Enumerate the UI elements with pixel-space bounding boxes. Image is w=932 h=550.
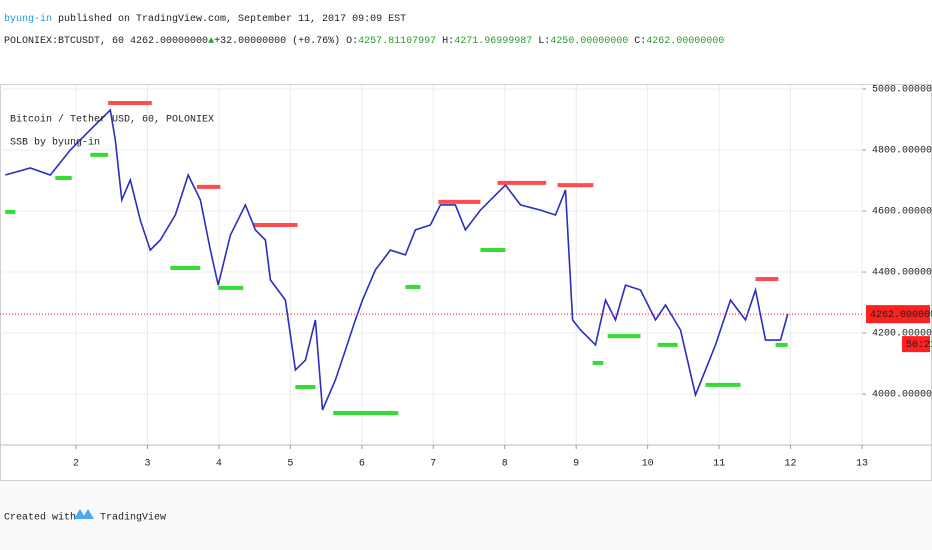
x-tick-label: 12	[785, 459, 797, 470]
y-tick-label: 4800.00000000	[872, 146, 932, 157]
tv-logo	[74, 509, 94, 519]
x-tick-label: 10	[642, 459, 654, 470]
plot: 4000.00000000 4200.00000000 4400.00000000 4…	[0, 85, 932, 470]
y-tick-label: 5000.00000000	[872, 85, 932, 96]
x-tick-label: 13	[856, 459, 868, 470]
footer-created: Created with	[4, 512, 76, 524]
y-tick-label: 4600.00000000	[872, 207, 932, 218]
symbol-line: POLONIEX:BTCUSDT, 60 4262.00000000▲+32.0…	[4, 35, 724, 47]
high-label: H:	[442, 36, 454, 47]
publish-line: byung-in published on TradingView.com, S…	[4, 13, 406, 25]
low: 4250.00000000	[550, 36, 628, 47]
author: byung-in	[4, 13, 52, 25]
x-tick-label: 3	[144, 459, 150, 470]
open: 4257.81107997	[358, 36, 436, 47]
published: published on TradingView.com, September …	[52, 13, 406, 25]
y-tick-label: 4400.00000000	[872, 268, 932, 279]
symbol: POLONIEX:BTCUSDT, 60	[4, 36, 124, 47]
last-price-box	[866, 305, 930, 324]
low-label: L:	[538, 36, 550, 47]
close: 4262.00000000	[646, 36, 724, 47]
footer-bg	[0, 481, 932, 550]
countdown-box	[902, 336, 930, 353]
x-tick-label: 5	[287, 459, 293, 470]
x-tick-label: 4	[216, 459, 222, 470]
high: 4271.96999987	[454, 36, 532, 47]
countdown: 50:21	[906, 340, 932, 351]
x-tick-label: 2	[73, 459, 79, 470]
up-arrow: ▲	[208, 36, 214, 47]
x-tick-label: 6	[359, 459, 365, 470]
legend-symbol: Bitcoin / Tether USD, 60, POLONIEX	[10, 114, 214, 126]
close-label: C:	[634, 36, 646, 47]
x-tick-label: 9	[573, 459, 579, 470]
open-label: O:	[346, 36, 358, 47]
x-tick-label: 7	[430, 459, 436, 470]
last-price-label: 4262.00000000	[870, 310, 932, 321]
legend-indicator: SSB by byung-in	[10, 137, 100, 149]
y-tick-label: 4200.00000000	[872, 329, 932, 340]
x-tick-label: 8	[502, 459, 508, 470]
change: +32.00000000 (+0.76%)	[214, 35, 340, 47]
price: 4262.00000000	[130, 36, 208, 47]
x-tick-label: 11	[713, 459, 725, 470]
price-line	[5, 108, 789, 411]
footer-brand[interactable]: TradingView	[100, 512, 166, 524]
y-tick-label: 4000.00000000	[872, 390, 932, 401]
